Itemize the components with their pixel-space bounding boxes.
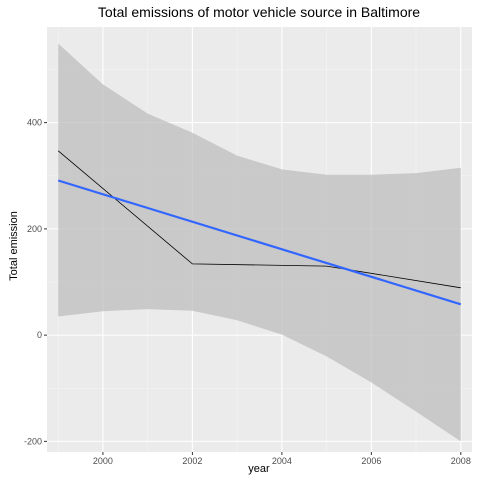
regression-line	[57, 179, 462, 306]
x-axis-title: year	[248, 463, 270, 475]
emission-line	[57, 150, 461, 289]
y-tick-label: 0	[37, 330, 42, 340]
x-tick-label: 2000	[93, 456, 113, 466]
y-tick-label: -200	[24, 436, 42, 446]
x-tick-label: 2004	[272, 456, 292, 466]
x-axis-ticks: 2000 2002 2004 2006 2008	[93, 452, 471, 466]
chart-title: Total emissions of motor vehicle source …	[98, 4, 420, 20]
x-tick-label: 2006	[361, 456, 381, 466]
x-tick-label: 2002	[182, 456, 202, 466]
x-tick-label: 2008	[451, 456, 471, 466]
y-tick-label: 200	[27, 224, 42, 234]
y-tick-label: 400	[27, 118, 42, 128]
y-axis-ticks: -200 0 200 400	[24, 118, 47, 446]
y-axis-title: Total emission	[8, 211, 20, 281]
